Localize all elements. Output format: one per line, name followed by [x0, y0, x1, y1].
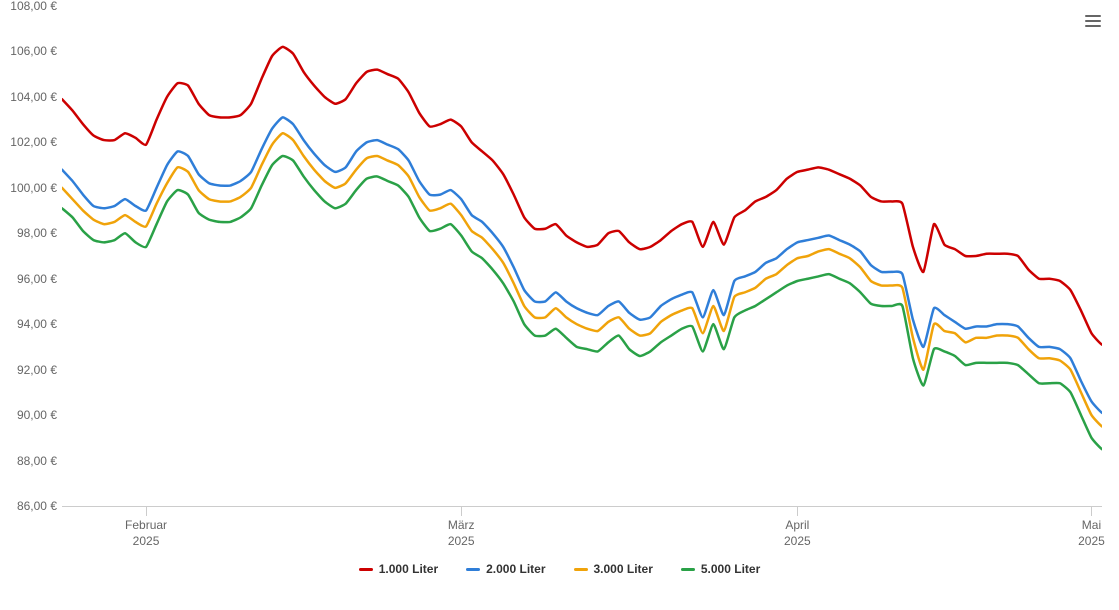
legend-swatch	[466, 568, 480, 571]
legend-item-0[interactable]: 1.000 Liter	[359, 562, 438, 576]
legend-label: 3.000 Liter	[594, 562, 653, 576]
legend-label: 2.000 Liter	[486, 562, 545, 576]
legend-swatch	[359, 568, 373, 571]
y-tick-label: 106,00 €	[10, 44, 57, 58]
y-tick-label: 92,00 €	[17, 363, 57, 377]
y-tick-label: 94,00 €	[17, 317, 57, 331]
plot-area	[62, 6, 1102, 506]
series-line-2	[62, 133, 1102, 428]
y-tick-label: 86,00 €	[17, 499, 57, 513]
y-tick-label: 98,00 €	[17, 226, 57, 240]
y-tick-label: 102,00 €	[10, 135, 57, 149]
x-axis-line	[62, 506, 1102, 507]
price-chart: 86,00 € 88,00 € 90,00 € 92,00 € 94,00 € 96,00…	[0, 0, 1119, 610]
chart-legend: 1.000 Liter 2.000 Liter 3.000 Liter 5.000 L…	[0, 560, 1119, 578]
y-tick-label: 96,00 €	[17, 272, 57, 286]
legend-swatch	[574, 568, 588, 571]
legend-item-2[interactable]: 3.000 Liter	[574, 562, 653, 576]
x-tick-label: Mai2025	[1078, 518, 1105, 549]
series-line-1	[62, 117, 1102, 415]
legend-label: 5.000 Liter	[701, 562, 760, 576]
legend-swatch	[681, 568, 695, 571]
x-tick-label: April2025	[784, 518, 811, 549]
y-tick-label: 88,00 €	[17, 454, 57, 468]
series-line-0	[62, 47, 1102, 345]
y-tick-label: 90,00 €	[17, 408, 57, 422]
y-tick-label: 108,00 €	[10, 0, 57, 13]
line-series-svg	[62, 6, 1102, 506]
y-tick-label: 104,00 €	[10, 90, 57, 104]
legend-label: 1.000 Liter	[379, 562, 438, 576]
legend-item-1[interactable]: 2.000 Liter	[466, 562, 545, 576]
x-tick-label: Februar2025	[125, 518, 167, 549]
y-tick-label: 100,00 €	[10, 181, 57, 195]
x-tick-label: März2025	[448, 518, 475, 549]
legend-item-3[interactable]: 5.000 Liter	[681, 562, 760, 576]
